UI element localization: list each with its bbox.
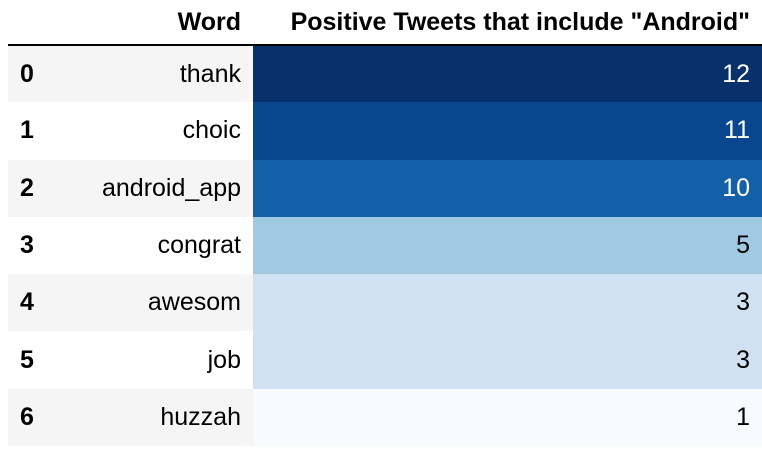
row-index: 1 bbox=[8, 102, 48, 160]
table-body: 0 thank 12 1 choic 11 2 android_app 10 3… bbox=[8, 45, 762, 447]
table-row: 5 job 3 bbox=[8, 331, 762, 389]
table-row: 2 android_app 10 bbox=[8, 159, 762, 217]
row-index: 6 bbox=[8, 388, 48, 447]
word-cell: awesom bbox=[47, 274, 253, 332]
table-row: 0 thank 12 bbox=[8, 45, 762, 103]
count-cell: 3 bbox=[253, 331, 762, 389]
header-row: Word Positive Tweets that include "Andro… bbox=[8, 0, 762, 46]
word-cell: huzzah bbox=[47, 388, 253, 447]
word-cell: congrat bbox=[47, 216, 253, 275]
word-cell: choic bbox=[47, 102, 253, 160]
word-count-table: Word Positive Tweets that include "Andro… bbox=[8, 0, 762, 447]
count-cell: 12 bbox=[253, 45, 762, 103]
row-index: 3 bbox=[8, 216, 48, 275]
index-column-header bbox=[8, 0, 48, 46]
word-cell: thank bbox=[47, 45, 253, 103]
row-index: 4 bbox=[8, 274, 48, 332]
count-cell: 1 bbox=[253, 388, 762, 447]
table-row: 1 choic 11 bbox=[8, 102, 762, 160]
table-row: 6 huzzah 1 bbox=[8, 388, 762, 447]
count-column-header: Positive Tweets that include "Android" bbox=[253, 0, 762, 46]
row-index: 2 bbox=[8, 159, 48, 217]
count-cell: 11 bbox=[253, 102, 762, 160]
count-cell: 3 bbox=[253, 274, 762, 332]
row-index: 5 bbox=[8, 331, 48, 389]
word-column-header: Word bbox=[47, 0, 253, 46]
count-cell: 5 bbox=[253, 216, 762, 275]
table-header: Word Positive Tweets that include "Andro… bbox=[8, 0, 762, 46]
table-row: 3 congrat 5 bbox=[8, 216, 762, 275]
word-cell: android_app bbox=[47, 159, 253, 217]
row-index: 0 bbox=[8, 45, 48, 103]
count-cell: 10 bbox=[253, 159, 762, 217]
word-cell: job bbox=[47, 331, 253, 389]
table-row: 4 awesom 3 bbox=[8, 274, 762, 332]
